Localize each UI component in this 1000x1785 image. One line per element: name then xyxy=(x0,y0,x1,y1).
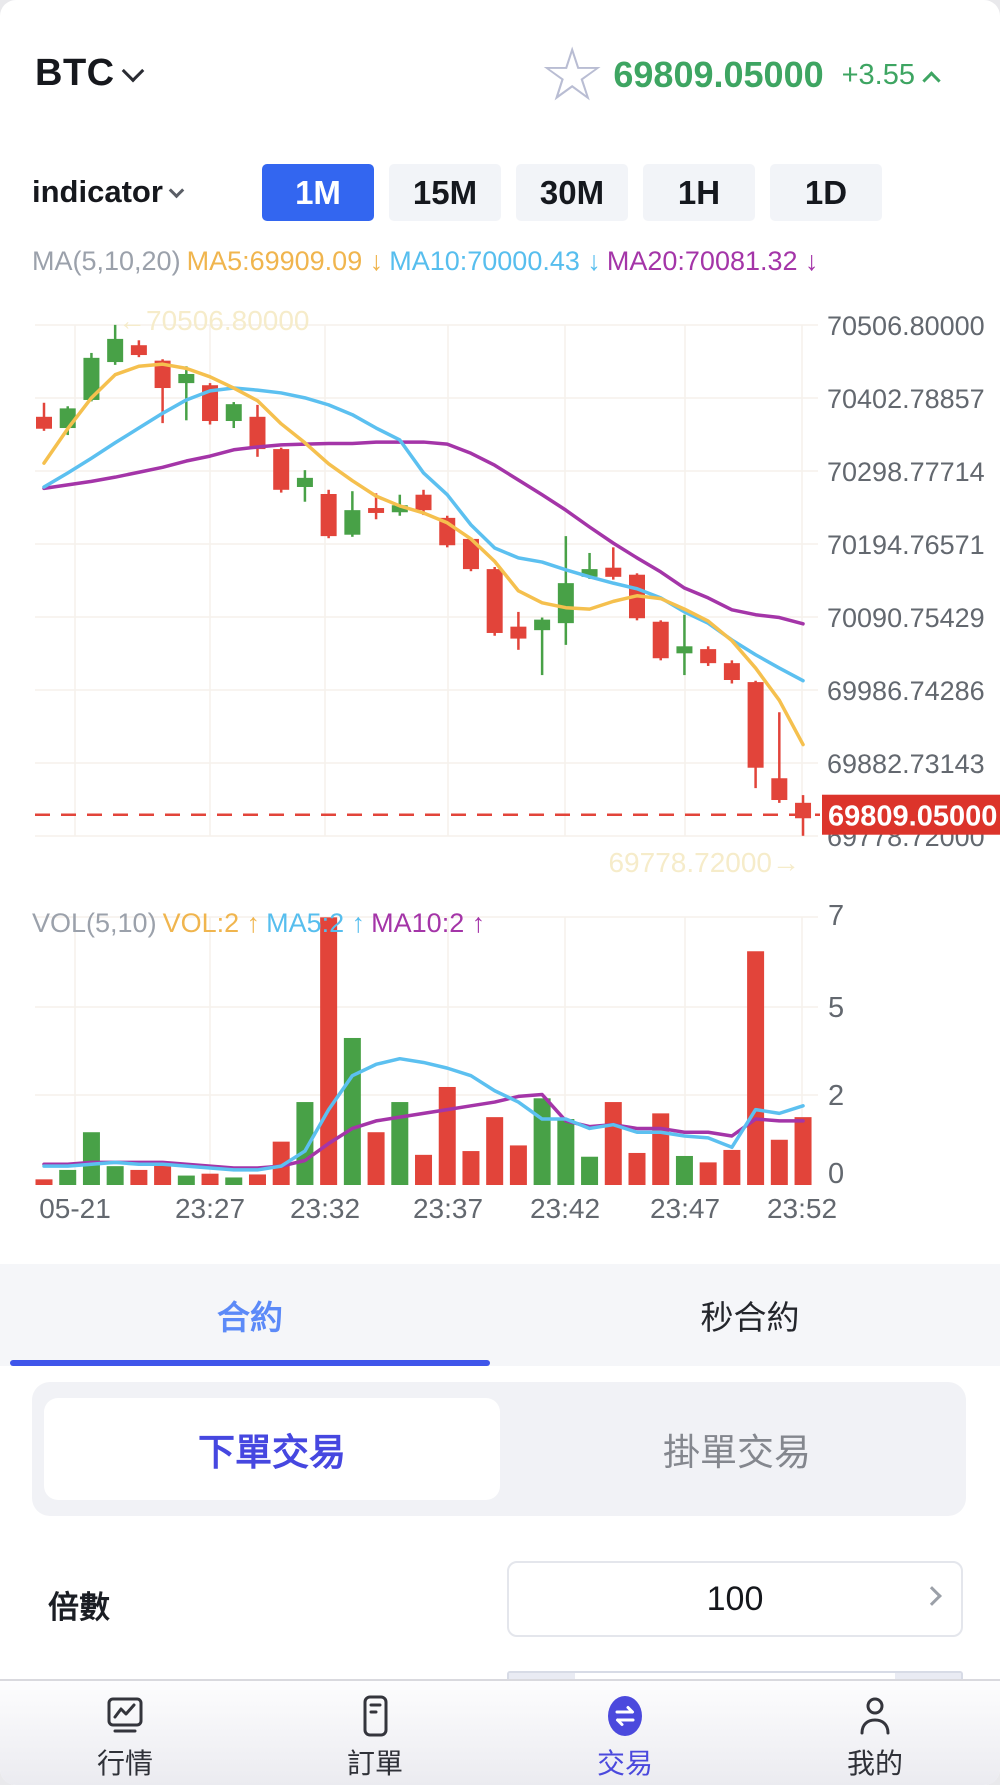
trade-swap-icon xyxy=(608,1696,642,1736)
contract-tab-bar: 合約 秒合約 xyxy=(0,1264,1000,1366)
svg-text:←70506.80000: ←70506.80000 xyxy=(118,305,310,336)
chevron-down-icon xyxy=(121,59,144,82)
plus-button[interactable] xyxy=(895,1673,961,1680)
svg-text:70402.78857: 70402.78857 xyxy=(827,384,985,414)
nav-item-profile[interactable]: 我的 xyxy=(750,1681,1000,1785)
ma-legend-prefix: MA(5,10,20) xyxy=(32,246,181,276)
ma20-value: MA20:70081.32 ↓ xyxy=(606,246,819,276)
svg-text:23:37: 23:37 xyxy=(413,1193,483,1224)
bottom-navigation: 行情 訂單 交易 我的 xyxy=(0,1679,1000,1785)
timeframe-1d[interactable]: 1D xyxy=(770,164,882,221)
timeframe-30m[interactable]: 30M xyxy=(516,164,628,221)
svg-text:69882.73143: 69882.73143 xyxy=(827,749,985,779)
svg-text:23:42: 23:42 xyxy=(530,1193,600,1224)
caret-up-icon xyxy=(922,70,941,90)
tab-market-order[interactable]: 下單交易 xyxy=(44,1398,500,1500)
chart-toolbar: indicator 1M 15M 30M 1H 1D xyxy=(0,160,1000,224)
nav-item-market[interactable]: 行情 xyxy=(0,1681,250,1785)
svg-text:69986.74286: 69986.74286 xyxy=(827,676,985,706)
svg-text:23:52: 23:52 xyxy=(767,1193,837,1224)
indicator-label: indicator xyxy=(32,174,163,209)
minus-button[interactable] xyxy=(509,1673,575,1680)
price-change: +3.55 xyxy=(841,58,915,91)
multiplier-select[interactable]: 100 xyxy=(507,1561,963,1637)
nav-label-market: 行情 xyxy=(96,1748,153,1779)
tab-contract[interactable]: 合約 xyxy=(217,1299,283,1336)
vol-legend-prefix: VOL(5,10) xyxy=(32,908,157,938)
nav-item-orders[interactable]: 訂單 xyxy=(250,1681,500,1785)
svg-text:2: 2 xyxy=(828,1080,844,1112)
multiplier-row: 倍數 100 xyxy=(0,1530,1000,1680)
svg-text:70090.75429: 70090.75429 xyxy=(827,603,985,633)
line-chart-icon xyxy=(107,1697,143,1733)
nav-label-trade: 交易 xyxy=(596,1748,653,1779)
indicator-dropdown[interactable]: indicator xyxy=(32,174,185,210)
svg-text:70298.77714: 70298.77714 xyxy=(827,457,985,487)
ma-legend: MA(5,10,20) MA5:69909.09 ↓ MA10:70000.43 ↓… xyxy=(32,246,825,277)
svg-text:69809.05000: 69809.05000 xyxy=(828,801,997,833)
svg-text:70194.76571: 70194.76571 xyxy=(827,530,985,560)
trade-mode-switch: 下單交易 掛單交易 xyxy=(32,1382,966,1516)
symbol-label: BTC xyxy=(35,52,115,94)
last-price: 69809.05000 xyxy=(613,54,824,95)
tab-limit-order[interactable]: 掛單交易 xyxy=(663,1432,811,1473)
active-tab-underline xyxy=(10,1360,490,1366)
svg-text:70506.80000: 70506.80000 xyxy=(827,311,985,341)
svg-text:0: 0 xyxy=(828,1158,844,1190)
timeframe-15m[interactable]: 15M xyxy=(389,164,501,221)
symbol-selector[interactable]: BTC xyxy=(35,52,144,95)
vol-legend: VOL(5,10) VOL:2 ↑ MA5:2 ↑ MA10:2 ↑ xyxy=(32,908,491,939)
svg-text:05-21: 05-21 xyxy=(39,1193,111,1224)
nav-label-orders: 訂單 xyxy=(346,1748,403,1779)
chart-canvas[interactable]: ←70506.80000 69778.72000→ 70506.80000 70402… xyxy=(0,285,1000,1230)
order-list-icon xyxy=(363,1695,388,1737)
vol-ma10-value: MA10:2 ↑ xyxy=(371,908,486,938)
chevron-down-icon xyxy=(168,182,185,198)
price-block: ☆ 69809.05000 +3.55 xyxy=(539,33,941,116)
header: BTC ☆ 69809.05000 +3.55 xyxy=(0,22,1000,112)
timeframe-group: 1M 15M 30M 1H 1D xyxy=(262,164,882,221)
chevron-right-icon xyxy=(922,1586,942,1606)
svg-text:23:27: 23:27 xyxy=(175,1193,245,1224)
nav-item-trade[interactable]: 交易 xyxy=(500,1681,750,1785)
quantity-stepper[interactable] xyxy=(507,1671,963,1680)
svg-text:23:32: 23:32 xyxy=(290,1193,360,1224)
price-volume-chart[interactable]: ←70506.80000 69778.72000→ 70506.80000 70402… xyxy=(0,285,1000,1230)
ma10-value: MA10:70000.43 ↓ xyxy=(389,246,601,276)
nav-label-profile: 我的 xyxy=(846,1748,903,1779)
ma5-value: MA5:69909.09 ↓ xyxy=(186,246,384,276)
timeframe-1h[interactable]: 1H xyxy=(643,164,755,221)
svg-text:69778.72000→: 69778.72000→ xyxy=(608,847,800,878)
vol-ma5-value: MA5:2 ↑ xyxy=(266,908,366,938)
svg-text:5: 5 xyxy=(828,992,844,1024)
favorite-star-icon[interactable]: ☆ xyxy=(539,33,606,116)
svg-text:23:47: 23:47 xyxy=(650,1193,720,1224)
vol-value: VOL:2 ↑ xyxy=(162,908,261,938)
timeframe-1m[interactable]: 1M xyxy=(262,164,374,221)
multiplier-value: 100 xyxy=(706,1579,764,1618)
svg-text:7: 7 xyxy=(828,900,844,932)
multiplier-label: 倍數 xyxy=(48,1590,110,1625)
person-icon xyxy=(860,1697,890,1735)
tab-seconds-contract[interactable]: 秒合約 xyxy=(700,1299,800,1336)
